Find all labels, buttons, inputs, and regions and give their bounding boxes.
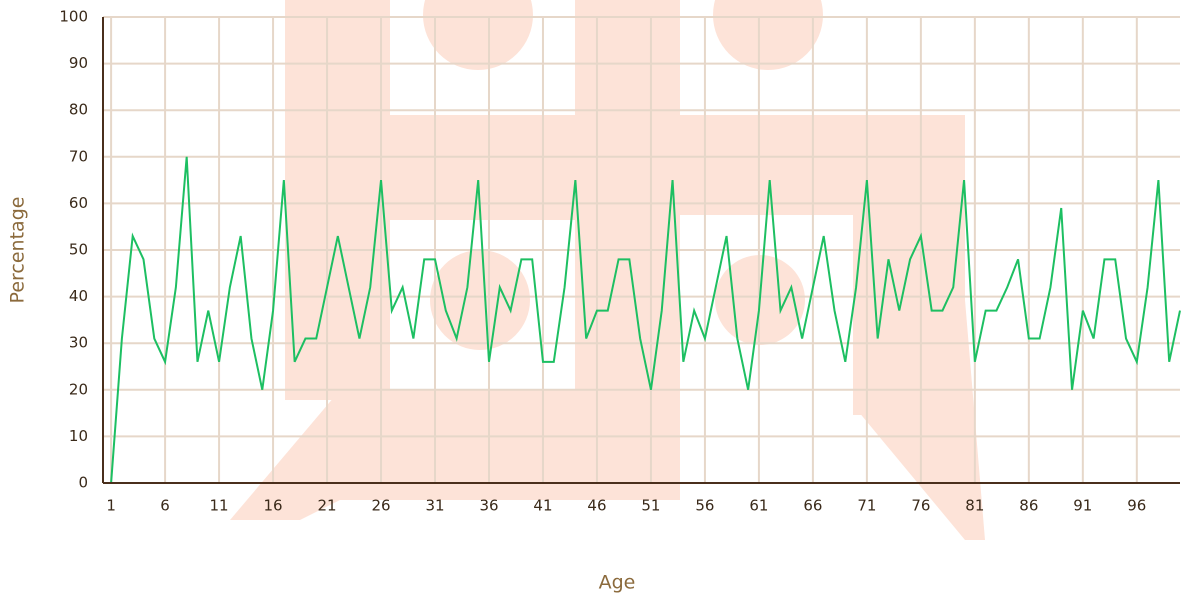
x-tick-label: 51 xyxy=(641,497,660,515)
x-tick-label: 86 xyxy=(1019,497,1038,515)
x-tick-label: 71 xyxy=(857,497,876,515)
x-tick-label: 96 xyxy=(1127,497,1146,515)
y-tick-label: 80 xyxy=(69,101,88,119)
y-tick-label: 40 xyxy=(69,287,88,305)
x-tick-label: 56 xyxy=(695,497,714,515)
y-tick-label: 50 xyxy=(69,241,88,259)
x-tick-label: 26 xyxy=(371,497,390,515)
chart: Age Percentage 0102030405060708090100161… xyxy=(0,0,1181,598)
x-tick-label: 16 xyxy=(264,497,283,515)
watermark xyxy=(230,0,985,540)
x-tick-label: 21 xyxy=(317,497,336,515)
y-tick-label: 100 xyxy=(59,8,88,26)
x-tick-label: 11 xyxy=(210,497,229,515)
y-axis-title: Percentage xyxy=(7,197,29,304)
x-tick-label: 36 xyxy=(479,497,498,515)
x-tick-label: 31 xyxy=(425,497,444,515)
x-tick-label: 81 xyxy=(965,497,984,515)
x-tick-label: 61 xyxy=(749,497,768,515)
x-tick-label: 41 xyxy=(533,497,552,515)
y-tick-label: 90 xyxy=(69,54,88,72)
x-tick-label: 76 xyxy=(911,497,930,515)
y-tick-label: 70 xyxy=(69,147,88,165)
x-tick-label: 46 xyxy=(587,497,606,515)
y-tick-label: 20 xyxy=(69,380,88,398)
y-tick-label: 10 xyxy=(69,427,88,445)
x-tick-label: 1 xyxy=(106,497,116,515)
y-tick-label: 0 xyxy=(78,474,88,492)
x-axis-title: Age xyxy=(599,572,636,594)
y-tick-label: 60 xyxy=(69,194,88,212)
y-tick-label: 30 xyxy=(69,334,88,352)
x-tick-label: 66 xyxy=(803,497,822,515)
x-tick-label: 91 xyxy=(1073,497,1092,515)
x-tick-label: 6 xyxy=(160,497,170,515)
